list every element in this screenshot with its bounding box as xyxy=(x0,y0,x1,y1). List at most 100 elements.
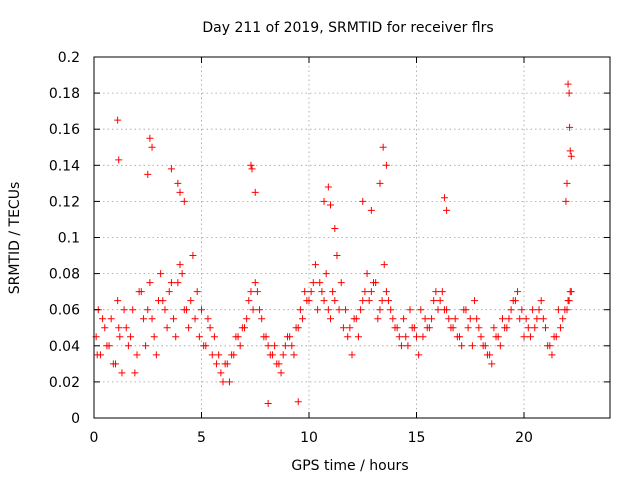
data-point xyxy=(114,116,122,124)
data-point xyxy=(509,297,517,305)
data-point xyxy=(187,297,195,305)
data-point xyxy=(309,279,317,287)
data-point xyxy=(557,324,565,332)
x-tick-label: 20 xyxy=(515,430,533,446)
data-point xyxy=(109,360,117,368)
data-point xyxy=(402,333,410,341)
data-point xyxy=(548,351,556,359)
data-point xyxy=(189,252,197,260)
data-point xyxy=(294,324,302,332)
data-point xyxy=(477,333,485,341)
data-point xyxy=(215,351,223,359)
data-point xyxy=(462,306,470,314)
data-point xyxy=(552,333,560,341)
x-tick-label: 10 xyxy=(300,430,318,446)
data-point xyxy=(150,333,158,341)
data-point xyxy=(382,161,390,169)
data-point xyxy=(354,333,362,341)
axis-ticks xyxy=(93,56,610,419)
data-point xyxy=(359,297,367,305)
data-point xyxy=(115,156,123,164)
data-point xyxy=(219,378,227,386)
data-point xyxy=(406,306,414,314)
data-point xyxy=(137,288,145,296)
y-tick-label: 0.2 xyxy=(58,50,80,66)
data-point xyxy=(535,306,543,314)
data-point xyxy=(264,342,272,350)
data-point xyxy=(393,324,401,332)
data-point xyxy=(127,333,135,341)
data-point xyxy=(247,161,255,169)
data-point xyxy=(303,297,311,305)
data-point xyxy=(180,197,188,205)
data-point xyxy=(468,342,476,350)
data-point xyxy=(152,351,160,359)
data-point xyxy=(529,306,537,314)
data-point xyxy=(329,288,337,296)
data-point xyxy=(234,333,242,341)
data-point xyxy=(563,179,571,187)
data-point xyxy=(566,147,574,155)
y-tick-label: 0.14 xyxy=(49,158,80,174)
data-point xyxy=(410,324,418,332)
data-point xyxy=(172,333,180,341)
data-point xyxy=(163,324,171,332)
data-point xyxy=(279,351,287,359)
data-point xyxy=(296,306,304,314)
data-point xyxy=(198,306,205,314)
data-point xyxy=(378,297,386,305)
data-point xyxy=(367,206,375,214)
data-point xyxy=(350,315,358,323)
data-point xyxy=(466,315,474,323)
data-point xyxy=(499,315,506,323)
data-point xyxy=(247,288,255,296)
data-point xyxy=(333,252,341,260)
data-point xyxy=(348,351,356,359)
data-point xyxy=(307,288,315,296)
data-point xyxy=(105,342,113,350)
data-point xyxy=(389,315,397,323)
data-point xyxy=(475,324,483,332)
x-tick-label: 0 xyxy=(90,430,99,446)
data-point xyxy=(522,315,530,323)
data-point xyxy=(376,306,384,314)
y-tick-label: 0.06 xyxy=(49,303,80,319)
data-point xyxy=(213,360,221,368)
data-point xyxy=(165,288,173,296)
data-point xyxy=(101,324,109,332)
data-point xyxy=(258,315,266,323)
data-point xyxy=(361,288,369,296)
data-point xyxy=(542,324,549,332)
y-axis-label: SRMTID / TECUs xyxy=(7,182,23,295)
data-point xyxy=(387,306,395,314)
data-point xyxy=(473,315,481,323)
data-point xyxy=(251,279,259,287)
data-point xyxy=(520,333,528,341)
data-point xyxy=(458,342,466,350)
data-point xyxy=(434,306,442,314)
data-point xyxy=(453,333,461,341)
data-point xyxy=(404,342,412,350)
data-point xyxy=(327,315,334,323)
data-point xyxy=(217,369,225,377)
data-point xyxy=(400,315,408,323)
data-point xyxy=(167,165,175,173)
data-point xyxy=(120,306,128,314)
data-point xyxy=(357,306,365,314)
data-point xyxy=(316,279,324,287)
data-point xyxy=(191,315,199,323)
data-point xyxy=(195,333,203,341)
x-tick-label: 5 xyxy=(197,430,206,446)
data-point xyxy=(322,270,330,278)
data-points xyxy=(92,80,575,408)
data-point xyxy=(331,297,339,305)
data-point xyxy=(479,342,487,350)
data-point xyxy=(170,315,178,323)
data-point xyxy=(139,315,147,323)
data-point xyxy=(99,315,107,323)
data-point xyxy=(488,360,496,368)
data-point xyxy=(200,342,208,350)
data-point xyxy=(372,279,380,287)
data-point xyxy=(490,324,498,332)
data-point xyxy=(301,288,309,296)
